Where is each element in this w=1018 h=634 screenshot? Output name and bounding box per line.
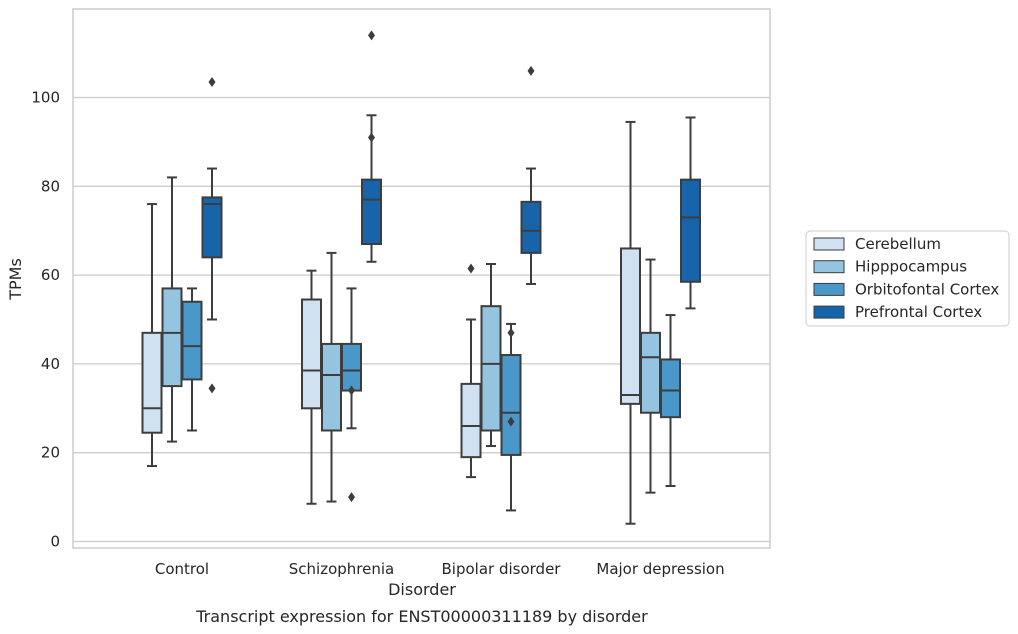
y-tick-label: 40 [41,355,60,373]
box-2-0 [181,287,203,432]
box-2-1 [341,287,362,503]
chart-caption: Transcript expression for ENST0000031118… [195,607,648,626]
legend-swatch [813,260,845,274]
y-axis-label: TPMs [6,258,25,301]
x-tick-labels: Control Schizophrenia Bipolar disorder Majo… [155,560,725,578]
box-1-0 [161,176,183,443]
y-tick-label: 100 [31,89,60,107]
x-tick-label: Schizophrenia [289,560,394,578]
x-tick-label: Major depression [596,560,724,578]
legend-label: Cerebellum [855,235,941,253]
box-iqr [520,200,542,254]
box-1-1 [321,251,342,503]
box-iqr [301,298,322,410]
box-iqr [680,178,701,283]
outlier-point [527,65,535,76]
box-0-2 [460,263,482,479]
legend-label: Orbitofontal Cortex [855,280,999,298]
x-tick-label: Control [155,560,209,578]
box-iqr [500,354,522,456]
box-2-3 [660,314,681,487]
legend-label: Hipppocampus [855,258,967,276]
x-tick-label: Bipolar disorder [442,560,562,578]
box-3-0 [201,76,223,394]
box-3-1 [361,30,382,263]
outlier-point [348,492,355,503]
box-iqr [640,331,661,414]
y-tick-labels: 0 20 40 60 80 100 [31,89,60,551]
box-3-3 [680,116,701,310]
box-iqr [620,247,641,405]
y-tick-label: 0 [50,533,60,551]
box-iqr [161,287,183,388]
box-0-1 [301,269,322,505]
outlier-point [208,76,216,87]
outlier-point [467,263,475,274]
legend-swatch [813,237,845,251]
boxes [141,30,701,525]
box-0-0 [141,203,163,468]
y-tick-label: 80 [41,177,60,195]
box-iqr [181,300,203,381]
outlier-point [507,416,515,427]
outlier-point [208,383,216,394]
legend-label: Prefrontal Cortex [855,303,982,321]
outlier-point [368,132,375,143]
box-iqr [660,358,681,419]
box-2-2 [500,322,522,512]
box-iqr [480,305,502,432]
plot-frame [72,8,771,549]
box-3-2 [520,65,542,285]
box-iqr [460,382,482,459]
box-iqr [141,331,163,434]
y-tick-label: 20 [41,444,60,462]
box-iqr [321,342,342,432]
box-1-2 [480,263,502,448]
legend: Cerebellum Hipppocampus Orbitofontal Corte… [805,230,1010,327]
x-axis-label: Disorder [388,580,456,599]
legend-frame [805,230,1010,327]
legend-swatch [813,282,845,296]
box-iqr [361,178,382,246]
outlier-point [348,385,355,396]
box-0-3 [620,120,641,525]
outlier-point [368,30,375,41]
box-iqr [201,196,223,259]
legend-swatch [813,305,845,319]
y-tick-label: 60 [41,266,60,284]
box-iqr [341,342,362,392]
box-1-3 [640,258,661,494]
outlier-point [507,327,515,338]
